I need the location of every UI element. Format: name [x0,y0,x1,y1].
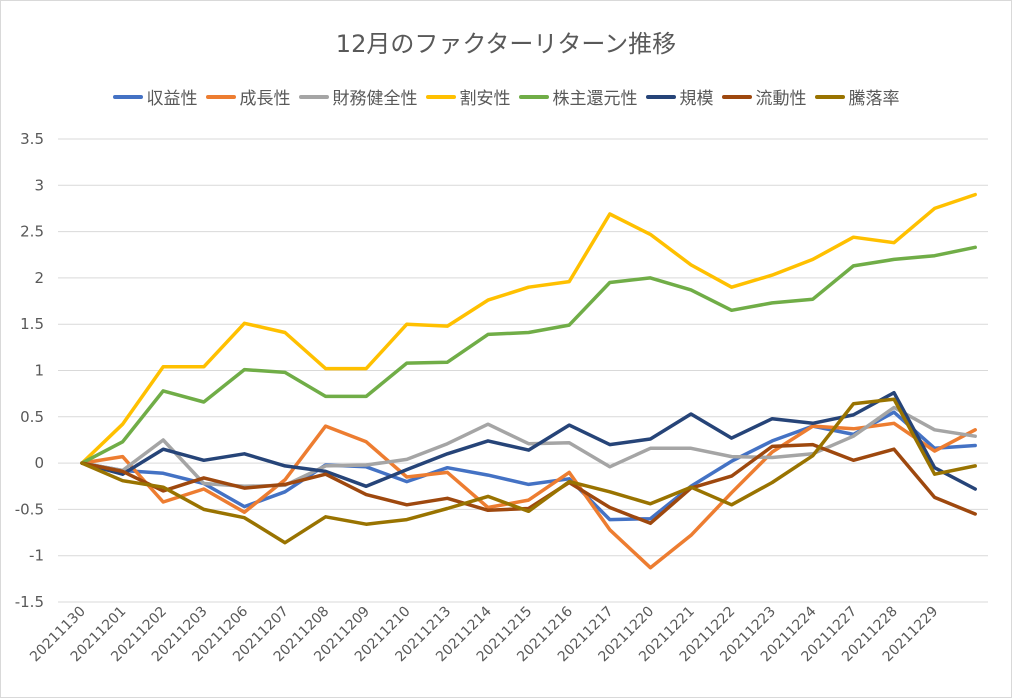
legend-swatch [721,94,752,99]
legend-swatch [518,94,549,99]
y-tick-label: -1 [29,547,44,565]
legend-label: 株主還元性 [552,89,638,109]
y-tick-label: 3 [34,176,44,194]
y-tick-label: 1 [34,362,44,380]
legend-item: 割安性 [425,84,511,109]
legend-swatch [205,94,236,99]
y-tick-label: 1.5 [20,315,44,333]
legend-label: 割安性 [459,89,511,109]
y-tick-label: -0.5 [15,500,44,518]
y-tick-label: 0 [34,454,44,472]
legend-item: 騰落率 [814,84,900,109]
series-line-2 [80,421,977,570]
legend-swatch [645,94,676,99]
series-line-6 [80,390,977,491]
legend-swatch [814,94,845,99]
y-tick-label: 2 [34,269,44,287]
legend-item: 流動性 [721,84,807,109]
legend-label: 規模 [679,89,714,109]
legend-swatch [425,94,456,99]
legend-swatch [298,94,329,99]
legend-label: 騰落率 [848,89,900,109]
legend-item: 財務健全性 [298,84,418,109]
chart-title: 12月のファクターリターン推移 [335,30,677,58]
series-line-5 [80,245,977,465]
chart-legend: 収益性 成長性 財務健全性 割安性 株主還元性 規模 流動性 騰落率 [0,84,1012,109]
legend-item: 株主還元性 [518,84,638,109]
legend-item: 規模 [645,84,714,109]
y-tick-label: 3.5 [20,130,44,148]
legend-label: 財務健全性 [332,89,418,109]
legend-label: 流動性 [755,89,807,109]
legend-label: 成長性 [239,89,291,109]
legend-item: 成長性 [205,84,291,109]
y-tick-label: -1.5 [15,593,44,611]
series-line-8 [80,397,977,545]
y-tick-label: 0.5 [20,408,44,426]
y-tick-label: 2.5 [20,223,44,241]
legend-label: 収益性 [146,89,198,109]
series-line-4 [80,192,977,465]
series-line-7 [80,442,977,526]
series-line-1 [80,410,977,522]
legend-item: 収益性 [112,84,198,109]
legend-swatch [112,94,143,99]
